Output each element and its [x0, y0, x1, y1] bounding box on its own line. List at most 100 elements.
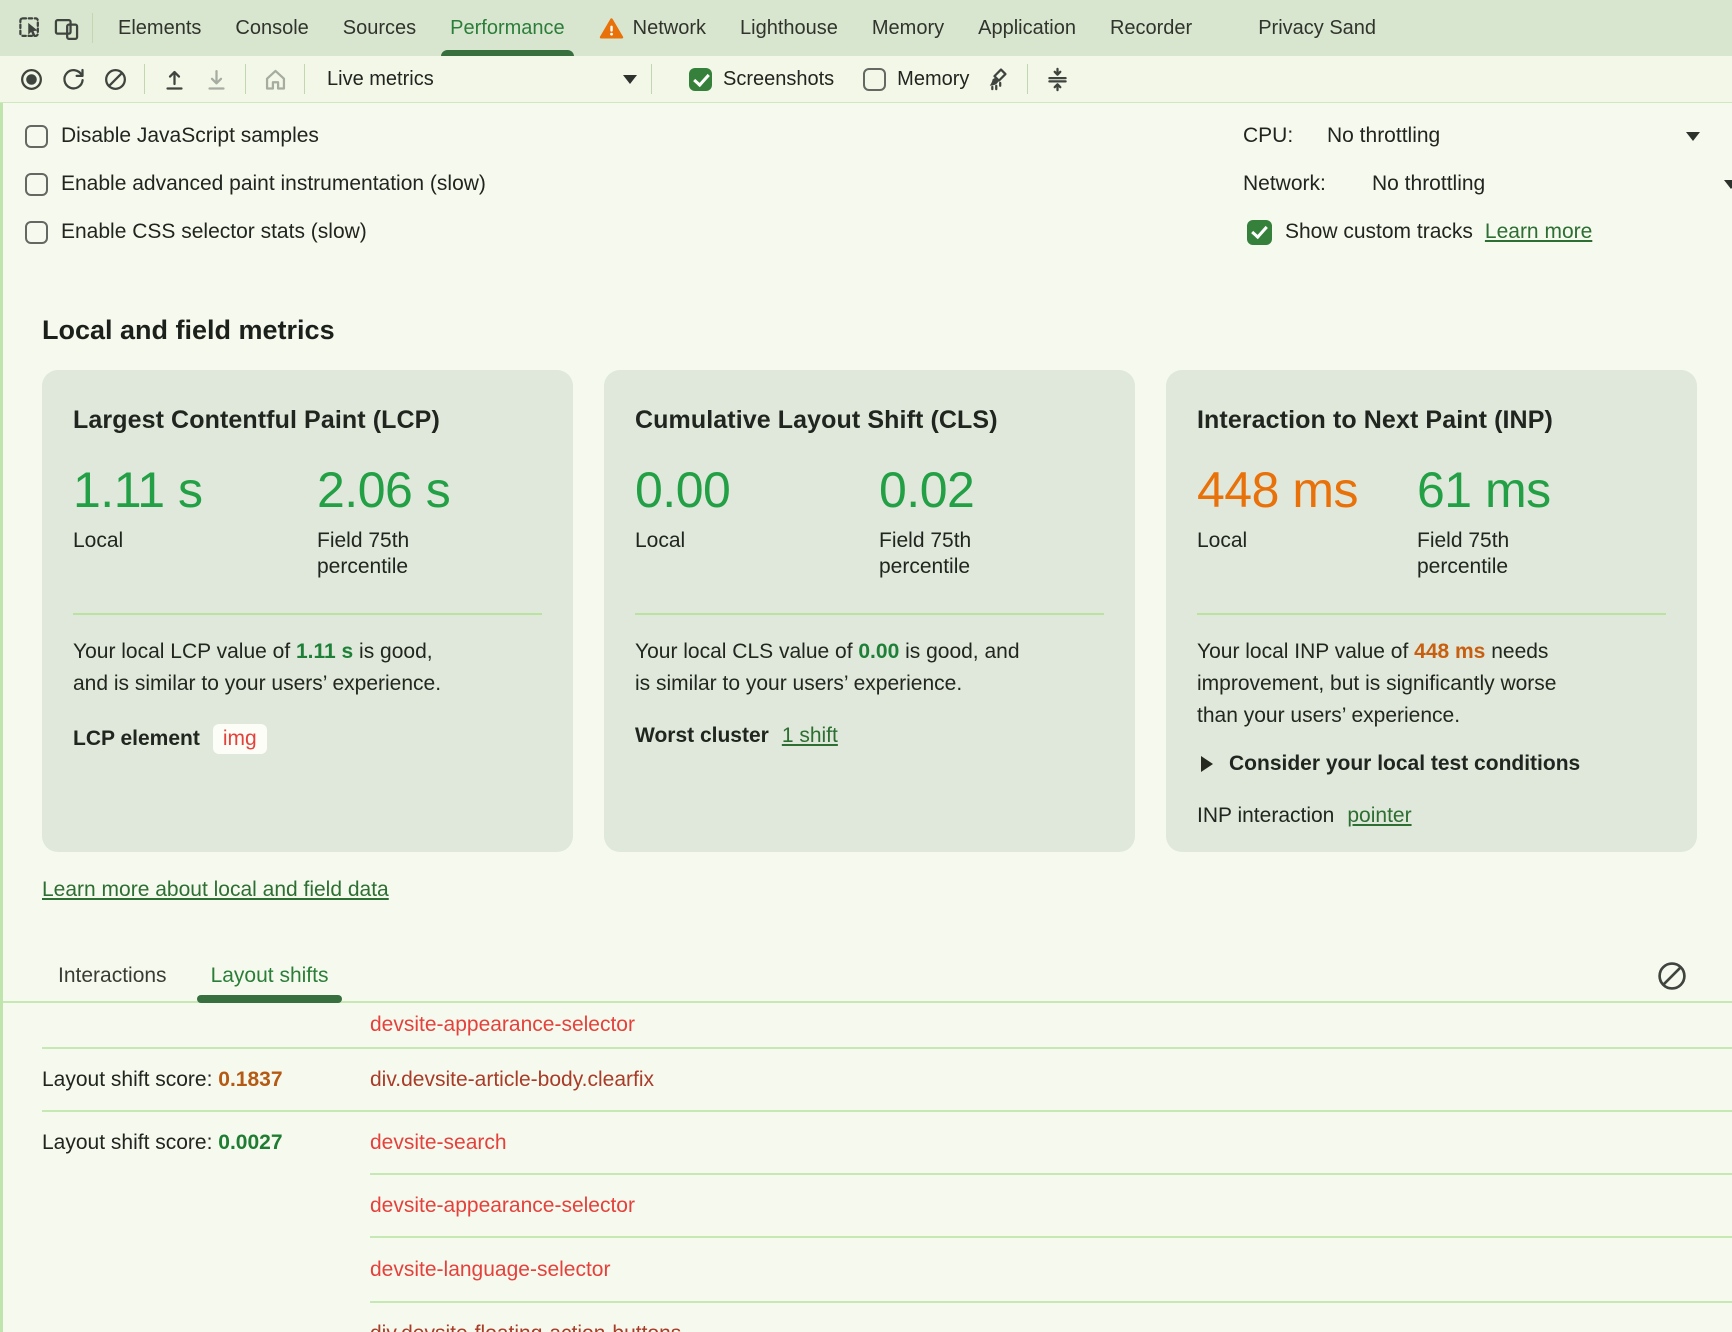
- active-log-tab-indicator: [196, 995, 343, 1003]
- cls-field-value: 0.02: [879, 462, 975, 518]
- show-custom-tracks-checkbox[interactable]: [1247, 219, 1272, 245]
- cls-local-value: 0.00: [635, 462, 731, 518]
- card-divider: [73, 613, 542, 615]
- screenshots-checkbox[interactable]: [689, 67, 712, 91]
- disable-js-samples-label[interactable]: Disable JavaScript samples: [61, 124, 319, 147]
- screenshots-label[interactable]: Screenshots: [723, 67, 835, 90]
- row-divider: [370, 1236, 1732, 1238]
- home-live-metrics-icon[interactable]: [254, 60, 296, 98]
- memory-checkbox-row[interactable]: Memory: [852, 67, 970, 91]
- tab-sources[interactable]: Sources: [342, 16, 417, 39]
- card-divider: [635, 613, 1104, 615]
- custom-tracks-row: Show custom tracks Learn more: [1243, 208, 1732, 256]
- history-dropdown[interactable]: Live metrics: [327, 68, 637, 91]
- lcp-field-label: Field 75th percentile: [317, 529, 410, 578]
- clear-log-icon[interactable]: [1656, 960, 1688, 992]
- cls-card-title: Cumulative Layout Shift (CLS): [635, 406, 998, 434]
- lcp-element-label: LCP element: [73, 727, 200, 750]
- live-metrics-view: Local and field metrics Largest Contentf…: [0, 256, 1732, 1332]
- logs-tab-strip: Interactions Layout shifts: [3, 950, 1732, 1003]
- tab-privacy-sandbox[interactable]: Privacy Sand: [1258, 16, 1377, 39]
- disable-js-samples-row[interactable]: Disable JavaScript samples: [3, 112, 1732, 160]
- lcp-local-label: Local: [73, 529, 124, 552]
- screenshots-checkbox-row[interactable]: Screenshots: [678, 67, 835, 91]
- lcp-card: Largest Contentful Paint (LCP) 1.11 s Lo…: [42, 370, 573, 852]
- tab-console[interactable]: Console: [235, 16, 309, 39]
- collect-garbage-icon[interactable]: [977, 60, 1019, 98]
- shift-score-cell: Layout shift score: 0.0027: [42, 1130, 283, 1154]
- lcp-element-chip[interactable]: img: [212, 724, 267, 754]
- row-divider: [42, 1110, 1732, 1112]
- tabbar-separator: [92, 13, 93, 43]
- shift-element-link[interactable]: div.devsite-article-body.clearfix: [370, 1067, 654, 1091]
- lcp-description: Your local LCP value of 1.11 s is good, a…: [73, 640, 442, 695]
- css-selector-stats-checkbox[interactable]: [25, 220, 48, 244]
- network-throttling-select[interactable]: No throttling: [1372, 172, 1486, 195]
- shift-element-link[interactable]: devsite-search: [370, 1130, 507, 1154]
- chevron-down-icon[interactable]: [1724, 179, 1732, 189]
- css-selector-stats-row[interactable]: Enable CSS selector stats (slow): [3, 208, 1732, 256]
- inp-description: Your local INP value of 448 ms needs impr…: [1197, 640, 1557, 727]
- shift-element-link[interactable]: div.devsite-floating-action-buttons: [370, 1322, 681, 1332]
- tab-memory[interactable]: Memory: [871, 16, 945, 39]
- cpu-throttling-row: CPU: No throttling: [1243, 112, 1732, 160]
- layout-shift-row: devsite-appearance-selector: [3, 1175, 1732, 1236]
- inp-interaction-label: INP interaction: [1197, 804, 1335, 827]
- metric-cards: Largest Contentful Paint (LCP) 1.11 s Lo…: [3, 346, 1732, 852]
- row-divider: [42, 1047, 1732, 1049]
- shift-element-link[interactable]: devsite-appearance-selector: [370, 1193, 635, 1217]
- disable-js-samples-checkbox[interactable]: [25, 124, 48, 148]
- layout-shift-row: div.devsite-floating-action-buttons: [3, 1303, 1732, 1332]
- tab-interactions[interactable]: Interactions: [58, 963, 167, 987]
- row-divider: [370, 1301, 1732, 1303]
- tab-layout-shifts[interactable]: Layout shifts: [195, 950, 345, 1003]
- active-tab-indicator: [441, 50, 574, 56]
- local-test-conditions-disclosure[interactable]: Consider your local test conditions: [1197, 752, 1666, 776]
- download-profile-icon[interactable]: [195, 60, 237, 98]
- advanced-paint-checkbox[interactable]: [25, 172, 48, 196]
- history-dropdown-value: Live metrics: [327, 67, 434, 90]
- inspect-element-icon[interactable]: [12, 10, 48, 46]
- cpu-label: CPU:: [1243, 124, 1294, 147]
- inp-interaction-link[interactable]: pointer: [1347, 804, 1412, 827]
- tab-application[interactable]: Application: [978, 16, 1076, 39]
- disclosure-triangle-icon: [1201, 756, 1213, 772]
- show-custom-tracks-label[interactable]: Show custom tracks: [1285, 220, 1473, 243]
- advanced-paint-row[interactable]: Enable advanced paint instrumentation (s…: [3, 160, 1732, 208]
- worst-cluster-link[interactable]: 1 shift: [781, 724, 838, 747]
- inp-card: Interaction to Next Paint (INP) 448 ms L…: [1166, 370, 1697, 852]
- learn-more-field-data-link[interactable]: Learn more about local and field data: [42, 878, 389, 901]
- record-button[interactable]: [10, 60, 52, 98]
- advanced-paint-label[interactable]: Enable advanced paint instrumentation (s…: [61, 172, 486, 195]
- layout-shift-row: devsite-language-selector: [3, 1238, 1732, 1301]
- css-selector-stats-label[interactable]: Enable CSS selector stats (slow): [61, 220, 367, 243]
- device-toolbar-icon[interactable]: [48, 10, 84, 46]
- reload-and-record-button[interactable]: [52, 60, 94, 98]
- tab-network[interactable]: Network: [582, 0, 723, 56]
- cls-description: Your local CLS value of 0.00 is good, an…: [635, 640, 1020, 695]
- chevron-down-icon[interactable]: [1686, 131, 1700, 141]
- upload-profile-icon[interactable]: [153, 60, 195, 98]
- clear-button[interactable]: [94, 60, 136, 98]
- cpu-throttling-select[interactable]: No throttling: [1327, 124, 1441, 147]
- tab-lighthouse[interactable]: Lighthouse: [740, 16, 838, 39]
- toolbar-separator: [144, 64, 145, 94]
- learn-more-link[interactable]: Learn more: [1484, 220, 1593, 243]
- memory-checkbox[interactable]: [863, 67, 887, 91]
- shift-element-link[interactable]: devsite-language-selector: [370, 1257, 611, 1281]
- toolbar-separator: [245, 64, 246, 94]
- collapse-panel-icon[interactable]: [1036, 60, 1078, 98]
- tab-performance[interactable]: Performance: [433, 0, 582, 56]
- row-divider: [370, 1173, 1732, 1175]
- tab-recorder[interactable]: Recorder: [1109, 16, 1193, 39]
- inp-card-title: Interaction to Next Paint (INP): [1197, 406, 1553, 434]
- inp-field-label: Field 75th percentile: [1417, 529, 1510, 578]
- shift-score-value: 0.0027: [218, 1130, 283, 1154]
- network-label: Network:: [1243, 172, 1326, 195]
- layout-shift-row: devsite-appearance-selector: [3, 1003, 1732, 1047]
- tab-elements[interactable]: Elements: [118, 16, 202, 39]
- memory-label[interactable]: Memory: [897, 67, 970, 90]
- shift-score-cell: Layout shift score: 0.1837: [42, 1067, 283, 1091]
- shift-element-link[interactable]: devsite-appearance-selector: [370, 1013, 635, 1036]
